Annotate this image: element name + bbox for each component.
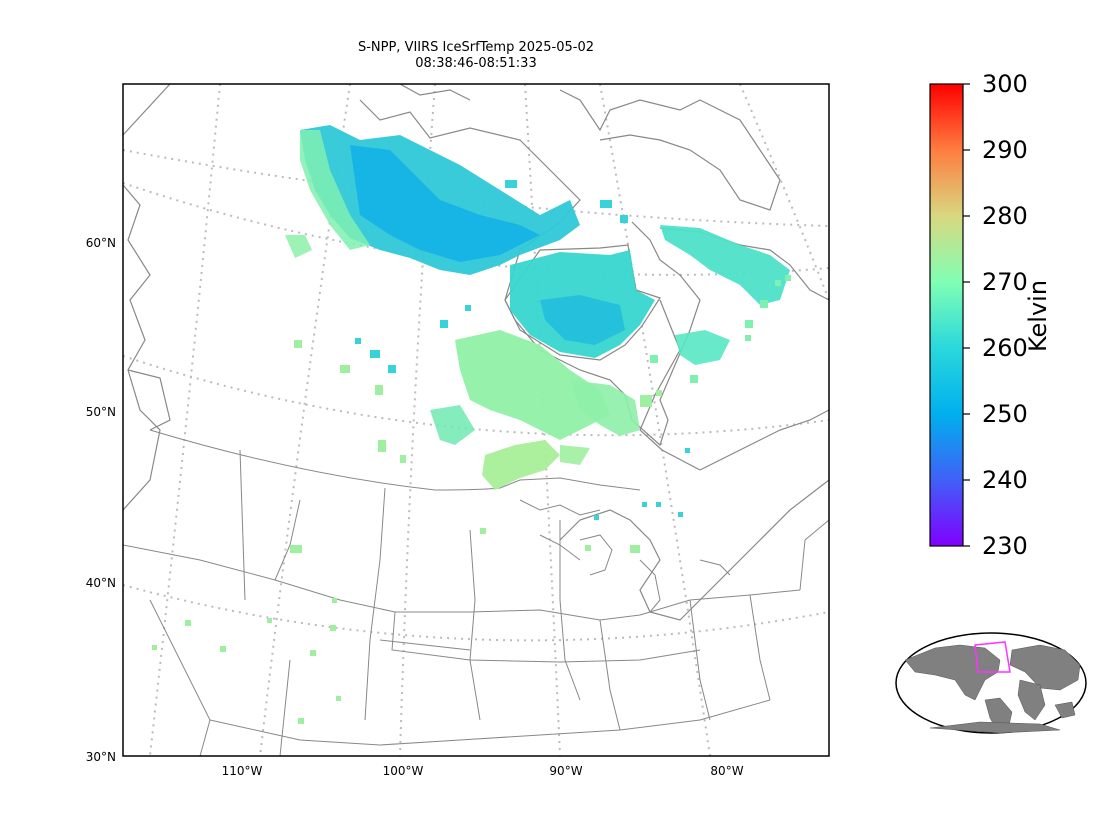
- colorbar-tick-290: 290: [982, 136, 1028, 164]
- lat-label-30: 30°N: [85, 750, 116, 764]
- political-borders: [123, 429, 829, 756]
- colorbar-tick-300: 300: [982, 70, 1028, 98]
- lon-label-80w: 80°W: [710, 764, 744, 778]
- figure-title-line1: S-NPP, VIIRS IceSrfTemp 2025-05-02: [357, 40, 595, 55]
- colorbar-tick-250: 250: [982, 400, 1028, 428]
- data-cluster-quebec: [660, 225, 790, 305]
- inset-globe: [895, 632, 1087, 734]
- colorbar-tick-260: 260: [982, 334, 1028, 362]
- data-cluster-lake-superior: [560, 445, 590, 465]
- colorbar-tick-240: 240: [982, 466, 1028, 494]
- colorbar-ticks: [963, 83, 970, 547]
- colorbar-tick-270: 270: [982, 268, 1028, 296]
- lon-label-90w: 90°W: [549, 764, 583, 778]
- map-frame: [122, 83, 830, 757]
- data-cluster-hudson-core: [540, 295, 625, 345]
- data-cluster-ne-ontario: [570, 380, 640, 436]
- lat-label-50: 50°N: [85, 405, 116, 419]
- data-cluster-core-blue: [350, 145, 540, 262]
- data-cluster-midwest: [482, 440, 560, 490]
- scattered-pixels: [152, 340, 662, 724]
- scattered-pixels-cyan: [355, 180, 690, 520]
- lat-label-40: 40°N: [85, 576, 116, 590]
- great-lakes: [519, 499, 731, 613]
- inset-region-box: [974, 641, 1011, 673]
- data-cluster-west-alberta: [285, 235, 312, 258]
- data-cluster-saskatchewan: [430, 405, 475, 445]
- ice-surface-temperature-field: [152, 125, 791, 724]
- lat-label-60: 60°N: [85, 236, 116, 250]
- scattered-pixels-green: [650, 275, 791, 383]
- lon-label-100w: 100°W: [382, 764, 424, 778]
- data-cluster-north-green-edge: [300, 130, 370, 250]
- colorbar: [929, 83, 964, 547]
- coastlines: [123, 84, 829, 621]
- lon-label-110w: 110°W: [221, 764, 263, 778]
- data-cluster-east-james: [675, 330, 730, 365]
- figure-title-line2: 08:38:46-08:51:33: [415, 56, 537, 71]
- colorbar-tick-280: 280: [982, 202, 1028, 230]
- data-cluster-prairie-ontario: [455, 330, 610, 440]
- colorbar-tick-230: 230: [982, 532, 1028, 560]
- colorbar-label: Kelvin: [1024, 279, 1052, 353]
